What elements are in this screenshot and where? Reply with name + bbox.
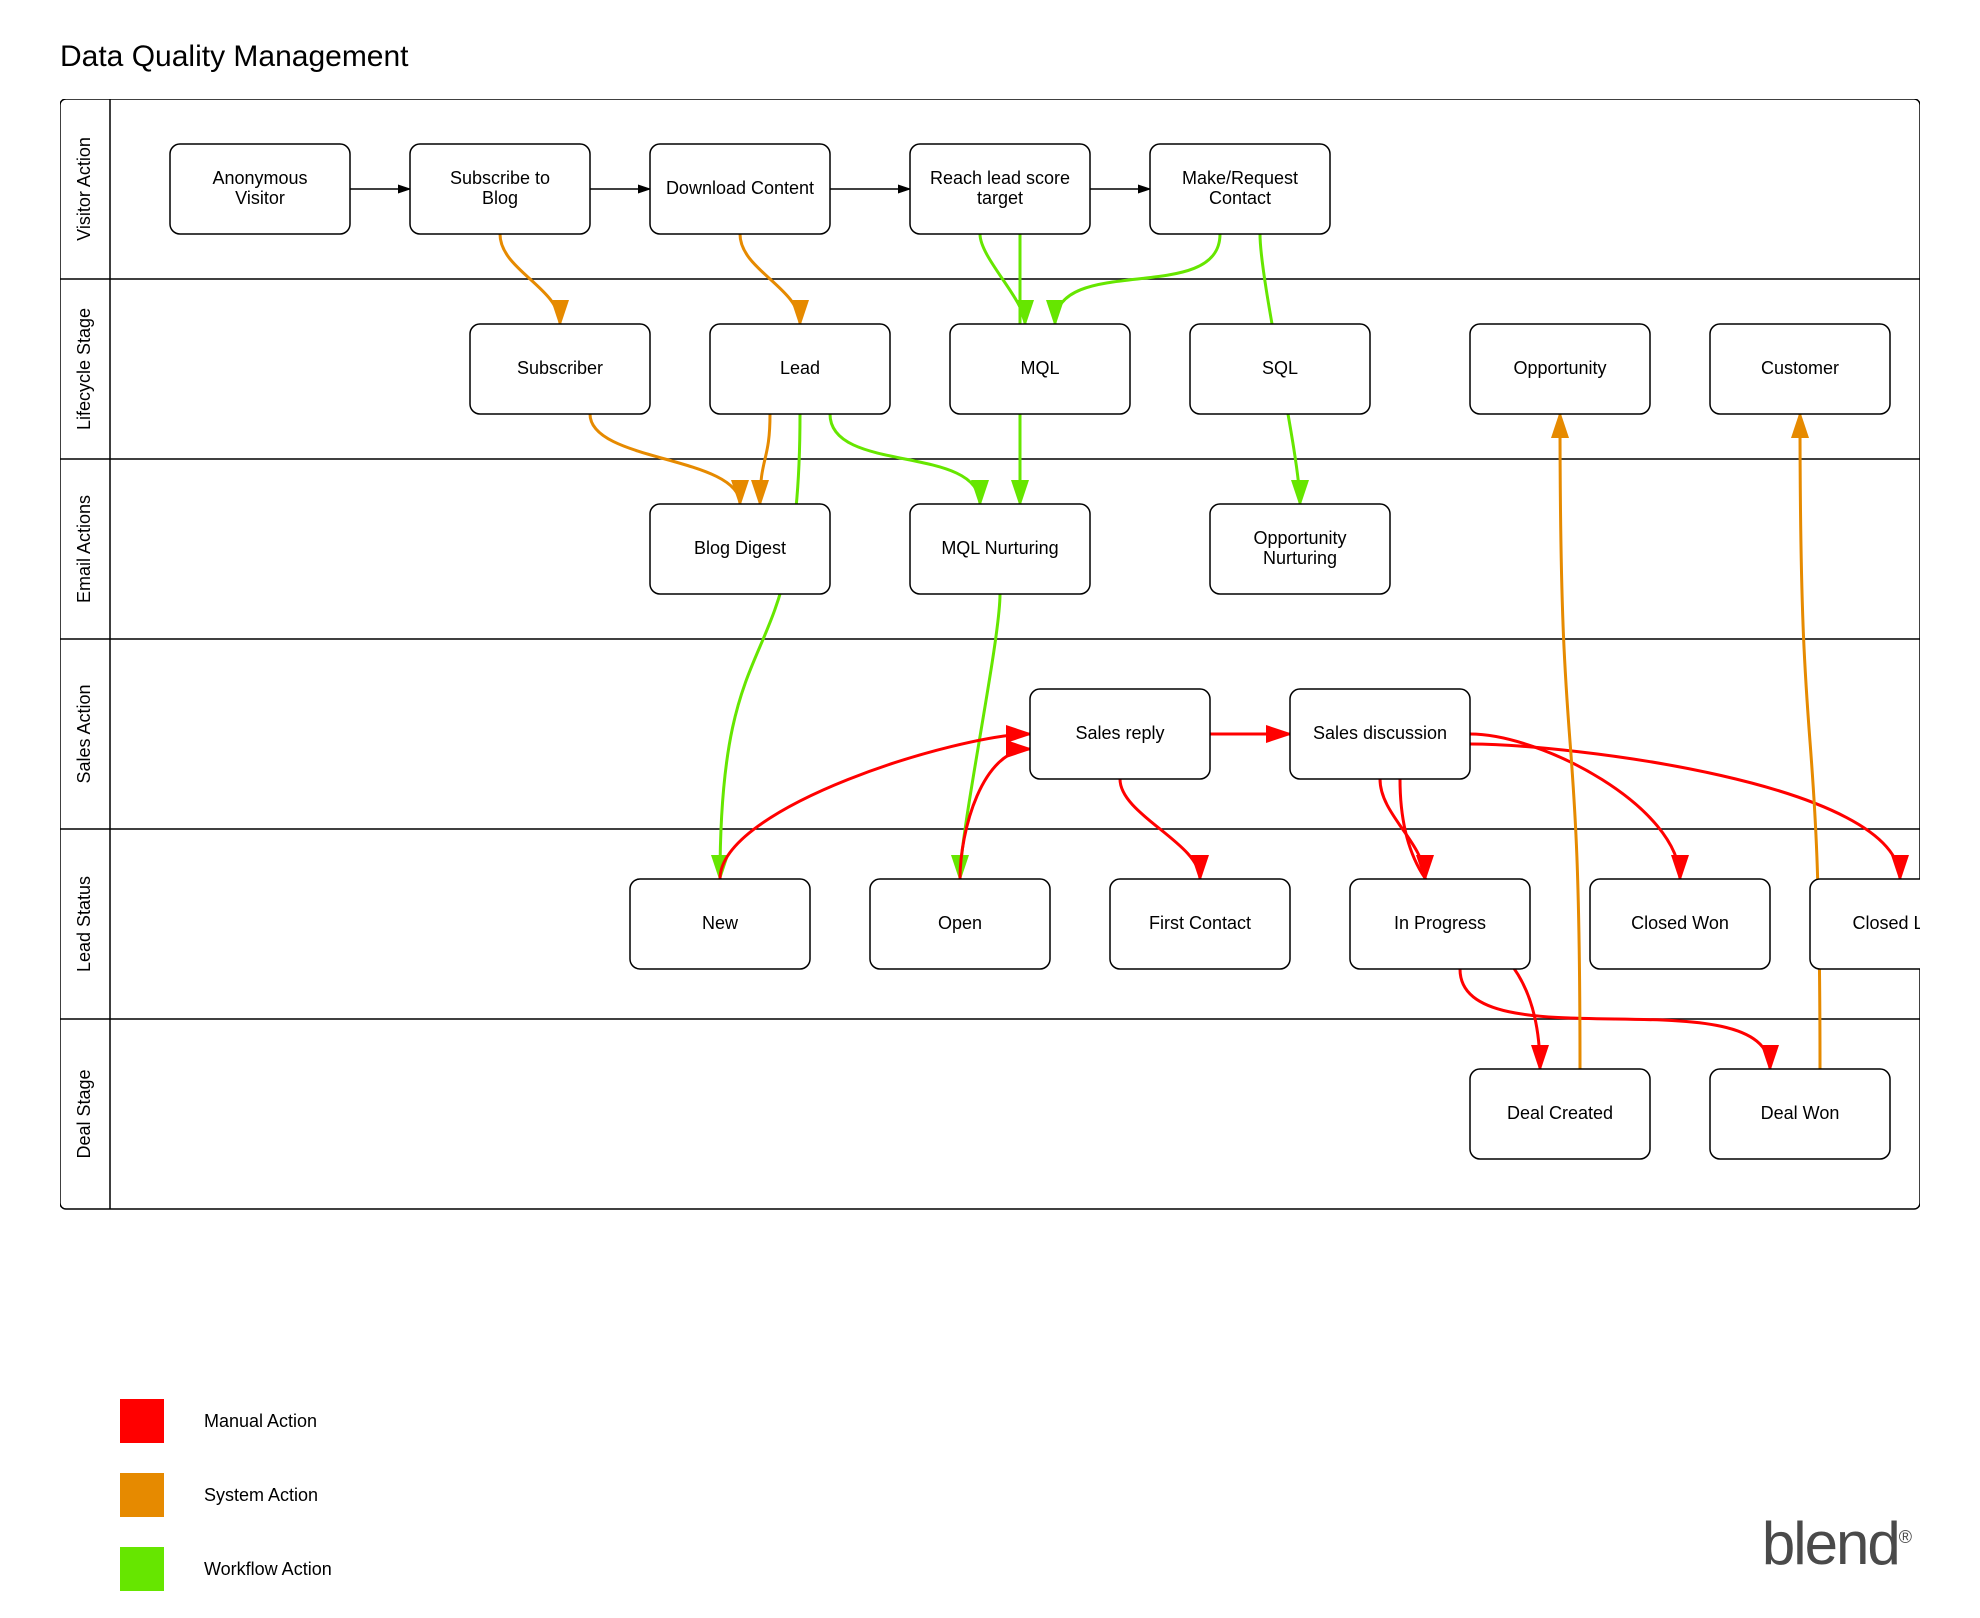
node-label: Anonymous bbox=[212, 168, 307, 188]
legend-swatch bbox=[120, 1399, 164, 1443]
legend-swatch bbox=[120, 1473, 164, 1517]
node-anon: AnonymousVisitor bbox=[170, 144, 350, 234]
legend-row: Manual Action bbox=[120, 1399, 1920, 1443]
node-in_progress: In Progress bbox=[1350, 879, 1530, 969]
node-lead: Lead bbox=[710, 324, 890, 414]
node-customer: Customer bbox=[1710, 324, 1890, 414]
legend-row: Workflow Action bbox=[120, 1547, 1920, 1591]
node-mql: MQL bbox=[950, 324, 1130, 414]
edge bbox=[1470, 744, 1900, 879]
lane-label: Lifecycle Stage bbox=[74, 308, 94, 430]
legend: Manual Action System Action Workflow Actio… bbox=[120, 1399, 1920, 1591]
node-label: target bbox=[977, 188, 1023, 208]
node-label: First Contact bbox=[1149, 913, 1251, 933]
legend-label: Manual Action bbox=[204, 1411, 317, 1432]
brand-text: blend bbox=[1762, 1510, 1899, 1577]
node-label: Sales reply bbox=[1075, 723, 1164, 743]
page: Data Quality Management Visitor Action Li… bbox=[0, 0, 1980, 1618]
lane-label: Email Actions bbox=[74, 495, 94, 603]
node-label: SQL bbox=[1262, 358, 1298, 378]
node-label: Open bbox=[938, 913, 982, 933]
lane-label: Lead Status bbox=[74, 876, 94, 972]
node-label: Lead bbox=[780, 358, 820, 378]
node-label: Reach lead score bbox=[930, 168, 1070, 188]
node-sales_disc: Sales discussion bbox=[1290, 689, 1470, 779]
lane-label: Deal Stage bbox=[74, 1069, 94, 1158]
node-label: Nurturing bbox=[1263, 548, 1337, 568]
node-sql: SQL bbox=[1190, 324, 1370, 414]
edge bbox=[960, 749, 1030, 879]
node-label: Customer bbox=[1761, 358, 1839, 378]
swimlane-diagram: Visitor Action Lifecycle Stage Email Actio… bbox=[60, 99, 1920, 1359]
node-reach_score: Reach lead scoretarget bbox=[910, 144, 1090, 234]
node-label: Closed Won bbox=[1631, 913, 1729, 933]
lane-label: Sales Action bbox=[74, 684, 94, 783]
node-label: Blog Digest bbox=[694, 538, 786, 558]
node-label: Sales discussion bbox=[1313, 723, 1447, 743]
node-label: Subscriber bbox=[517, 358, 603, 378]
diagram-svg: Visitor Action Lifecycle Stage Email Actio… bbox=[60, 99, 1920, 1359]
page-title: Data Quality Management bbox=[60, 40, 1920, 74]
node-opp_nurture: OpportunityNurturing bbox=[1210, 504, 1390, 594]
node-label: Download Content bbox=[666, 178, 814, 198]
node-sub_blog: Subscribe toBlog bbox=[410, 144, 590, 234]
node-label: Opportunity bbox=[1513, 358, 1606, 378]
node-label: MQL bbox=[1020, 358, 1059, 378]
legend-swatch bbox=[120, 1547, 164, 1591]
node-make_contact: Make/RequestContact bbox=[1150, 144, 1330, 234]
node-label: Contact bbox=[1209, 188, 1271, 208]
node-deal_created: Deal Created bbox=[1470, 1069, 1650, 1159]
node-label: Make/Request bbox=[1182, 168, 1298, 188]
node-deal_won: Deal Won bbox=[1710, 1069, 1890, 1159]
node-open: Open bbox=[870, 879, 1050, 969]
registered-icon: ® bbox=[1899, 1527, 1910, 1547]
node-label: Opportunity bbox=[1253, 528, 1346, 548]
node-label: MQL Nurturing bbox=[941, 538, 1058, 558]
node-mql_nurture: MQL Nurturing bbox=[910, 504, 1090, 594]
lane-label: Visitor Action bbox=[74, 137, 94, 241]
node-label: Blog bbox=[482, 188, 518, 208]
node-label: Subscribe to bbox=[450, 168, 550, 188]
edge bbox=[720, 734, 1030, 879]
node-first_contact: First Contact bbox=[1110, 879, 1290, 969]
legend-label: Workflow Action bbox=[204, 1559, 332, 1580]
legend-label: System Action bbox=[204, 1485, 318, 1506]
legend-row: System Action bbox=[120, 1473, 1920, 1517]
node-sales_reply: Sales reply bbox=[1030, 689, 1210, 779]
node-label: Deal Won bbox=[1761, 1103, 1840, 1123]
node-new: New bbox=[630, 879, 810, 969]
node-label: New bbox=[702, 913, 739, 933]
edge bbox=[1560, 414, 1580, 1069]
node-label: Visitor bbox=[235, 188, 285, 208]
node-closed_won: Closed Won bbox=[1590, 879, 1770, 969]
node-opportunity: Opportunity bbox=[1470, 324, 1650, 414]
node-subscriber: Subscriber bbox=[470, 324, 650, 414]
edge bbox=[1800, 414, 1820, 1069]
node-label: Deal Created bbox=[1507, 1103, 1613, 1123]
node-closed_lost: Closed Lost bbox=[1810, 879, 1920, 969]
node-blog_digest: Blog Digest bbox=[650, 504, 830, 594]
node-label: Closed Lost bbox=[1852, 913, 1920, 933]
node-dl_content: Download Content bbox=[650, 144, 830, 234]
brand-logo: blend® bbox=[1762, 1509, 1910, 1578]
node-label: In Progress bbox=[1394, 913, 1486, 933]
